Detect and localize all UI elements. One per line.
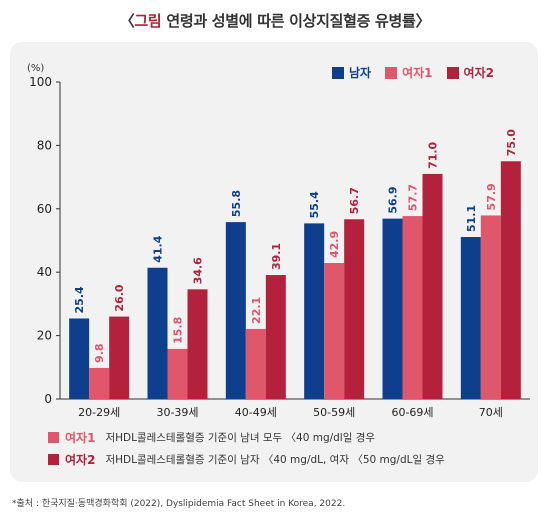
- data-label: 9.8: [93, 343, 106, 363]
- note-swatch-female1: [48, 431, 59, 443]
- bar-male: [304, 223, 325, 399]
- data-label: 55.4: [308, 191, 321, 218]
- bar-male: [69, 318, 90, 399]
- title-bracket-close: 〉: [415, 12, 431, 30]
- y-tick-label: 40: [37, 265, 52, 279]
- x-tick-label: 40-49세: [235, 406, 277, 419]
- bar-male: [460, 237, 481, 399]
- data-label: 15.8: [172, 317, 185, 344]
- legend-swatch-female1: [385, 66, 398, 79]
- legend-label-male: 남자: [349, 66, 372, 80]
- x-tick-label: 30-39세: [156, 406, 198, 419]
- source-citation: *출처 : 한국지질·동맥경화학회 (2022), Dyslipidemia F…: [12, 499, 346, 509]
- data-label: 57.9: [485, 183, 498, 210]
- note-swatch-female2: [48, 453, 59, 465]
- title-text: 연령과 성별에 따른 이상지질혈증 유병률: [161, 12, 416, 30]
- bar-female1: [167, 348, 188, 399]
- footnotes: 여자1 저HDL콜레스테롤혈증 기준이 남녀 모두 〈40 mg/dl일 경우 …: [48, 426, 445, 470]
- note-label-female1: 여자1: [65, 430, 96, 445]
- x-tick-label: 70세: [479, 406, 503, 419]
- chart-title: 〈그림 연령과 성별에 따른 이상지질혈증 유병률〉: [0, 10, 550, 31]
- y-tick-label: 80: [37, 138, 52, 152]
- note-text-female1: 저HDL콜레스테롤혈증 기준이 남녀 모두 〈40 mg/dl일 경우: [105, 431, 376, 444]
- data-label: 26.0: [113, 284, 126, 311]
- bar-female1: [324, 263, 345, 399]
- bar-female1: [480, 215, 501, 399]
- data-label: 39.1: [270, 243, 283, 270]
- note-label-female2: 여자2: [65, 452, 96, 467]
- legend-item-female1: 여자1: [385, 64, 433, 81]
- legend-item-male: 남자: [332, 64, 371, 81]
- legend-swatch-female2: [446, 66, 459, 79]
- bar-female2: [187, 289, 208, 399]
- x-tick-label: 20-29세: [78, 406, 120, 419]
- data-label: 56.7: [348, 187, 361, 214]
- y-tick-label: 60: [37, 202, 52, 216]
- data-label: 34.6: [192, 257, 205, 284]
- bar-female2: [500, 161, 521, 399]
- data-label: 57.7: [407, 184, 420, 211]
- note-female1: 여자1 저HDL콜레스테롤혈증 기준이 남녀 모두 〈40 mg/dl일 경우: [48, 426, 445, 448]
- data-label: 25.4: [73, 286, 86, 313]
- data-label: 55.8: [230, 190, 243, 217]
- data-label: 75.0: [505, 129, 518, 156]
- bar-male: [147, 267, 168, 399]
- note-text-female2: 저HDL콜레스테롤혈증 기준이 남자 〈40 mg/dL, 여자 〈50 mg/…: [105, 453, 445, 466]
- bar-female2: [422, 173, 443, 399]
- note-female2: 여자2 저HDL콜레스테롤혈증 기준이 남자 〈40 mg/dL, 여자 〈50…: [48, 448, 445, 470]
- bar-female2: [109, 316, 130, 399]
- y-tick-label: 20: [37, 329, 52, 343]
- y-tick-label: 100: [29, 75, 52, 89]
- bar-female2: [265, 275, 286, 399]
- data-label: 41.4: [152, 235, 165, 262]
- bar-female1: [402, 216, 423, 399]
- bar-male: [382, 218, 403, 399]
- data-label: 56.9: [387, 186, 400, 213]
- bar-female2: [344, 219, 365, 399]
- data-label: 22.1: [250, 297, 263, 324]
- chart-panel: [10, 42, 538, 482]
- legend-label-female2: 여자2: [463, 66, 494, 80]
- y-axis-unit: (%): [27, 63, 45, 74]
- y-tick-label: 0: [44, 392, 52, 406]
- bar-female1: [245, 328, 266, 399]
- x-tick-label: 50-59세: [313, 406, 355, 419]
- legend-label-female1: 여자1: [402, 66, 433, 80]
- x-tick-label: 60-69세: [391, 406, 433, 419]
- legend-swatch-male: [332, 66, 344, 79]
- title-bracket-open: 〈: [119, 12, 135, 30]
- legend: 남자 여자1 여자2: [332, 64, 494, 81]
- legend-item-female2: 여자2: [446, 64, 494, 81]
- data-label: 42.9: [328, 231, 341, 258]
- data-label: 51.1: [465, 205, 478, 232]
- figure-label: 그림: [134, 12, 162, 30]
- bar-male: [225, 222, 246, 399]
- bar-female1: [89, 367, 110, 399]
- data-label: 71.0: [427, 141, 440, 168]
